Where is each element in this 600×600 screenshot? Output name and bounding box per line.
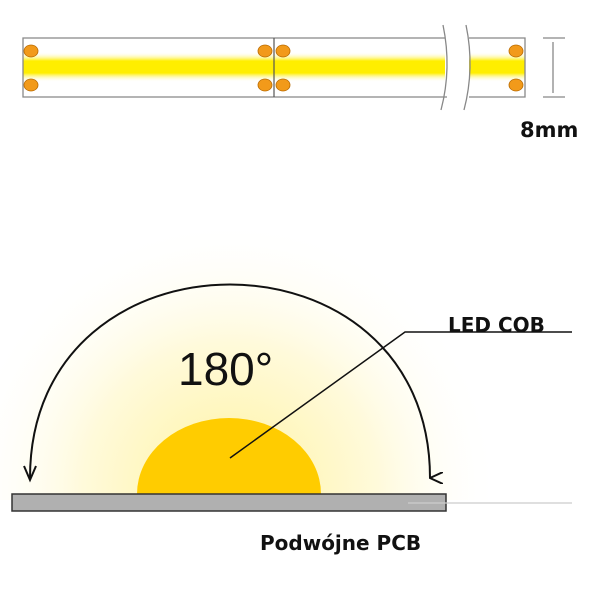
led-label: LED COB: [448, 313, 545, 337]
led-cob-dome: [137, 418, 321, 494]
width-dimension: [543, 37, 565, 98]
strip-outline: [22, 37, 526, 98]
width-label: 8mm: [520, 118, 578, 142]
led-cross-section: 180° LED COB Podwójne PCB: [0, 200, 572, 555]
led-leader-line: [229, 331, 572, 459]
led-strip-top-view: 8mm: [22, 24, 578, 142]
pcb-board: [11, 493, 447, 512]
arrow-left-icon: [23, 465, 37, 483]
break-mark-icon: [440, 24, 471, 111]
pcb-label: Podwójne PCB: [260, 531, 421, 555]
beam-angle-arc: [29, 283, 430, 479]
angle-label: 180°: [178, 343, 273, 395]
solder-pads: [23, 44, 524, 92]
